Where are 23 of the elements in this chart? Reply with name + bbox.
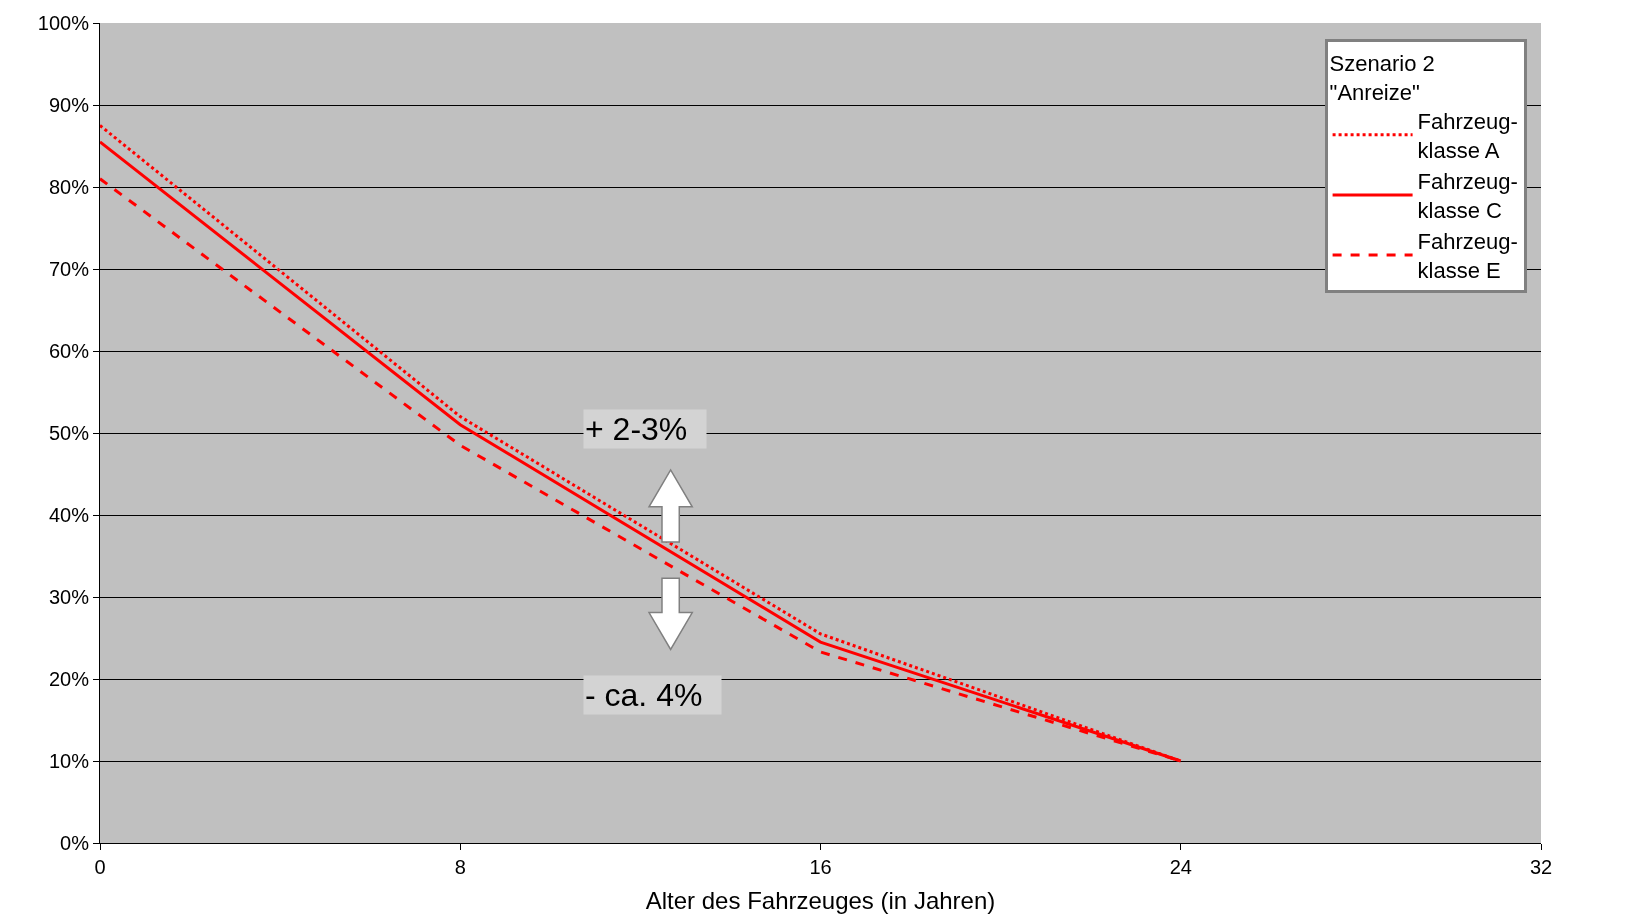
legend-title: Szenario 2 "Anreize" [1329,51,1435,105]
y-tick-label: 80% [48,176,90,198]
x-tick-label: 0 [94,856,106,878]
x-tick-label: 8 [454,856,466,878]
annotation: + 2-3% [585,411,706,447]
y-tick-label: 70% [48,258,90,280]
x-tick-label: 16 [809,856,832,878]
y-tick-label: 0% [60,832,90,854]
y-tick-label: 20% [48,668,90,690]
y-tick-label: 40% [48,504,90,526]
y-tick-label: 90% [48,94,90,116]
x-tick-label: 24 [1169,856,1192,878]
y-tick-label: 50% [48,422,90,444]
annotation: - ca. 4% [585,677,721,713]
legend-label: Fahrzeug- klasse C [1417,169,1518,223]
y-tick-label: 60% [48,340,90,362]
y-tick-label: 100% [37,12,90,34]
x-tick-label: 32 [1529,856,1553,878]
y-tick-label: 30% [48,586,90,608]
x-axis-title: Alter des Fahrzeuges (in Jahren) [645,887,996,915]
y-tick-label: 10% [48,750,90,772]
legend-label: Fahrzeug- klasse A [1417,108,1518,163]
legend-label: Fahrzeug- klasse E [1417,229,1518,283]
